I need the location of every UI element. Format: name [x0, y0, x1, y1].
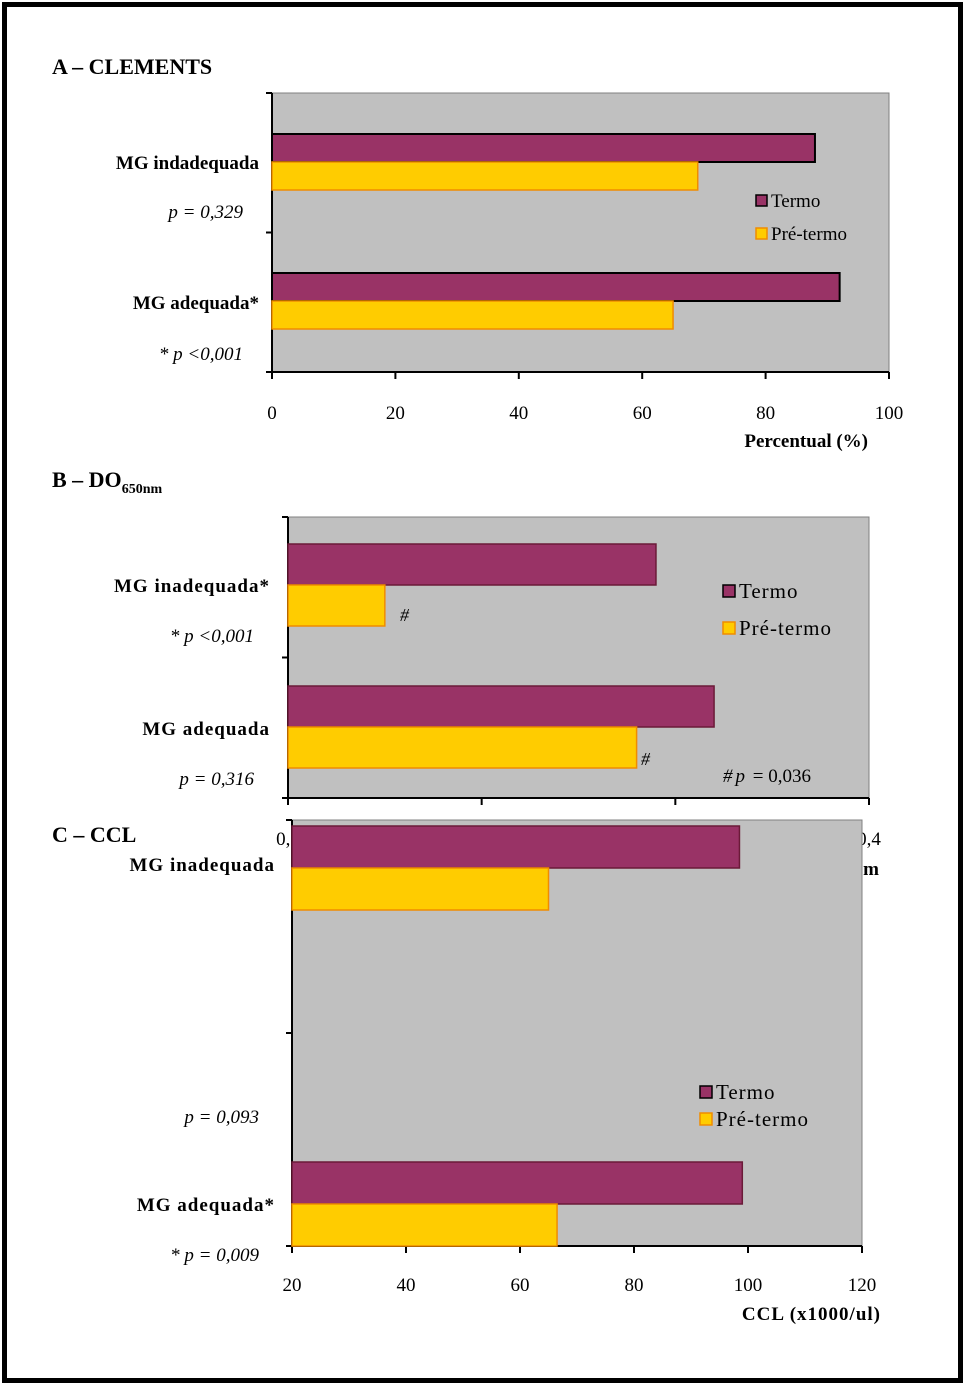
x-tick-label-2-3: 80	[625, 1275, 644, 1296]
p-value-label-0-0: p = 0,329	[166, 202, 243, 223]
x-tick-label-0-0: 0	[267, 403, 277, 424]
p-value-label-2-1: * p = 0,009	[170, 1245, 259, 1266]
bar-termo-2-1	[291, 1161, 744, 1205]
bar-termo-2-0	[291, 825, 741, 869]
bar-pretermo-0-1	[271, 300, 674, 330]
bar-pretermo-2-1	[291, 1203, 558, 1247]
significance-mark-1-1: #	[641, 749, 651, 769]
legend-swatch-2-0	[699, 1085, 713, 1099]
legend-swatch-1-0	[722, 584, 736, 598]
legend-swatch-1-1	[722, 621, 736, 635]
p-value-label-1-1: p = 0,316	[177, 769, 254, 790]
bar-termo-1-0	[287, 543, 657, 586]
x-tick-label-2-1: 40	[397, 1275, 416, 1296]
x-tick-label-0-3: 60	[633, 403, 652, 424]
x-tick-label-0-5: 100	[875, 403, 904, 424]
category-label-0-0: MG indadequada	[116, 153, 260, 174]
bar-termo-0-0	[271, 133, 816, 163]
legend-swatch-2-1	[699, 1112, 713, 1126]
x-tick-label-2-0: 20	[283, 1275, 302, 1296]
p-value-label-1-0: * p <0,001	[170, 626, 254, 647]
bar-termo-0-1	[271, 272, 841, 302]
bar-pretermo-0-0	[271, 161, 699, 191]
figure-canvas: A – CLEMENTS 0 20 40 60 80 100 Percentual (%) MG…	[52, 54, 904, 1325]
chart-title-2: C – CCL	[52, 822, 136, 847]
category-label-1-0: MG inadequada*	[114, 576, 270, 597]
chart-title-text: B – DO	[52, 467, 122, 492]
category-label-2-0: MG inadequada	[129, 855, 275, 876]
legend-swatch-0-1	[755, 227, 768, 240]
significance-mark-1-0: #	[400, 605, 410, 625]
legend-label-2-1: Pré-termo	[716, 1107, 809, 1131]
legend-label-2-0: Termo	[716, 1080, 776, 1104]
bar-pretermo-2-0	[291, 867, 550, 911]
bar-pretermo-1-1	[287, 726, 638, 769]
chart-title-text: C – CCL	[52, 822, 136, 847]
x-tick-label-0-4: 80	[756, 403, 775, 424]
x-axis-label-2: CCL (x1000/ul)	[742, 1304, 881, 1325]
x-tick-label-0-1: 20	[386, 403, 405, 424]
x-tick-label-2-2: 60	[511, 1275, 530, 1296]
annotation-part-rest: = 0,036	[748, 766, 811, 787]
chart-title-subscript: 650nm	[122, 482, 163, 497]
category-label-2-1: MG adequada*	[137, 1195, 275, 1216]
p-value-label-2-0: p = 0,093	[182, 1107, 259, 1128]
p-value-label-0-1: * p <0,001	[159, 344, 243, 365]
x-tick-label-0-2: 40	[509, 403, 528, 424]
legend-label-0-1: Pré-termo	[771, 224, 847, 245]
x-tick-label-2-5: 120	[848, 1275, 877, 1296]
annotation-1: # p = 0,036	[723, 766, 811, 787]
bar-termo-1-1	[287, 685, 715, 728]
chart-title-text: A – CLEMENTS	[52, 54, 212, 79]
category-label-1-1: MG adequada	[142, 719, 270, 740]
chart-title-0: A – CLEMENTS	[52, 54, 212, 79]
legend-swatch-0-0	[755, 194, 768, 207]
annotation-part-symbol: #	[723, 766, 733, 787]
legend-label-1-0: Termo	[739, 579, 799, 603]
bar-pretermo-1-0	[287, 584, 386, 627]
legend-label-1-1: Pré-termo	[739, 616, 832, 640]
category-label-0-1: MG adequada*	[133, 293, 259, 314]
chart-title-1: B – DO650nm	[52, 467, 162, 497]
x-axis-label-0: Percentual (%)	[744, 431, 868, 452]
x-tick-label-2-4: 100	[734, 1275, 763, 1296]
legend-label-0-0: Termo	[771, 191, 820, 212]
annotation-part-p: p	[734, 766, 746, 787]
x-tick-label-1-3: 0,4	[857, 829, 881, 850]
